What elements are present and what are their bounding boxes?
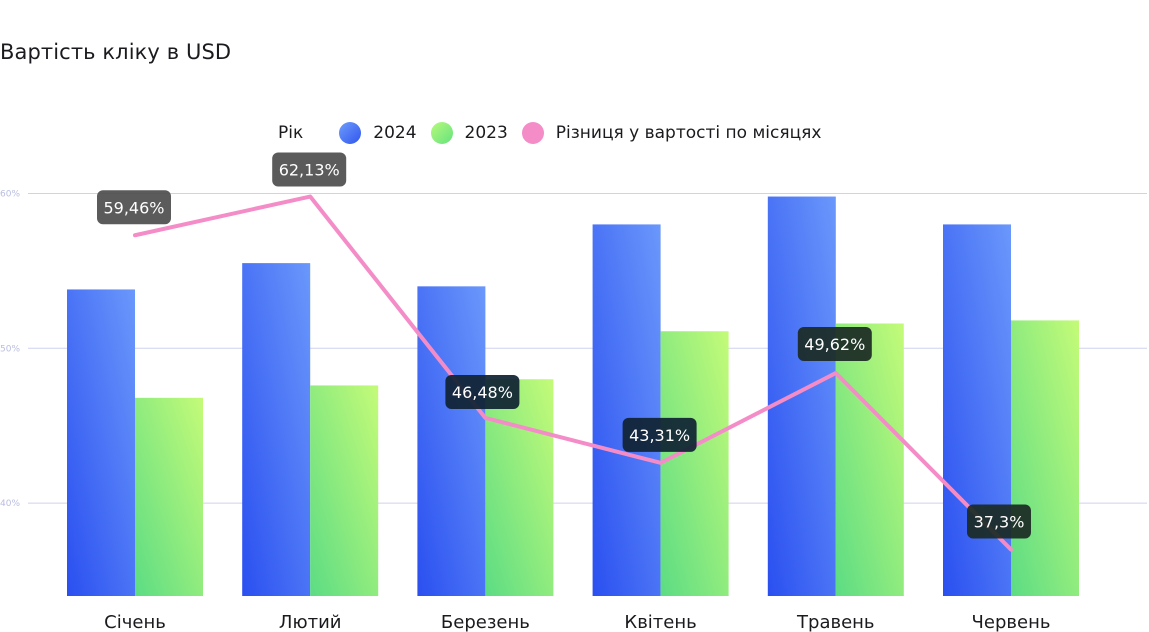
bar-2023-3[interactable]: [660, 331, 729, 596]
bar-2023-1[interactable]: [310, 385, 379, 596]
data-label: 62,13%: [279, 161, 340, 180]
y-tick-label: 50%: [0, 344, 20, 354]
data-label-bg-1: [272, 152, 347, 187]
data-label-bg-0: [97, 190, 171, 225]
bar-2023-0[interactable]: [135, 397, 203, 596]
x-tick-label: Лютий: [279, 612, 342, 632]
bar-2023-2[interactable]: [485, 379, 554, 596]
legend-title: Рік: [278, 123, 304, 143]
bar-2023-4[interactable]: [835, 323, 904, 596]
label-layer: 59,46% 62,13% 46,48% 43,31% 49,62% 37,3%: [97, 152, 1031, 539]
data-label: 37,3%: [974, 513, 1025, 532]
legend: Рік 2024 2023 Різниця у вартості по міся…: [278, 122, 835, 144]
legend-swatch-2023: [430, 122, 453, 144]
bar-2024-1[interactable]: [242, 263, 311, 596]
legend-swatch-2024: [339, 122, 362, 144]
legend-label-2024: 2024: [373, 123, 417, 143]
bar-2024-3[interactable]: [592, 224, 661, 596]
x-tick-label: Червень: [972, 612, 1051, 632]
data-label-bg-2: [445, 374, 520, 409]
difference-line[interactable]: [133, 194, 1013, 552]
bar-layer: [67, 196, 1079, 596]
legend-swatch-diff: [521, 122, 544, 144]
line-layer: [133, 194, 1013, 552]
data-label-bg-5: [967, 504, 1031, 539]
chart-title: Вартість кліку в USD: [0, 40, 232, 64]
bar-2024-2[interactable]: [417, 286, 486, 596]
x-tick-label: Березень: [441, 612, 530, 632]
legend-item-2023[interactable]: 2023: [430, 122, 508, 144]
bar-2024-0[interactable]: [67, 289, 135, 596]
x-tick-label: Січень: [104, 612, 166, 632]
data-label-bg-3: [622, 417, 697, 452]
x-axis-layer: Січень Лютий Березень Квітень Травень Червень: [104, 612, 1050, 632]
legend-label-2023: 2023: [464, 123, 508, 143]
legend-item-2024[interactable]: 2024: [339, 122, 417, 144]
data-label: 43,31%: [629, 426, 690, 445]
data-label-bg-4: [797, 327, 872, 362]
y-tick-label: 40%: [0, 499, 20, 509]
x-tick-label: Квітень: [624, 612, 696, 632]
data-label: 59,46%: [103, 198, 164, 217]
legend-label-diff: Різниця у вартості по місяцях: [555, 123, 822, 143]
bar-2024-4[interactable]: [767, 196, 836, 596]
legend-item-diff[interactable]: Різниця у вартості по місяцях: [521, 122, 822, 144]
y-tick-label: 60%: [0, 189, 20, 199]
data-label: 49,62%: [804, 335, 865, 354]
bar-2023-5[interactable]: [1011, 320, 1079, 596]
data-label: 46,48%: [452, 383, 513, 402]
x-tick-label: Травень: [796, 612, 875, 632]
